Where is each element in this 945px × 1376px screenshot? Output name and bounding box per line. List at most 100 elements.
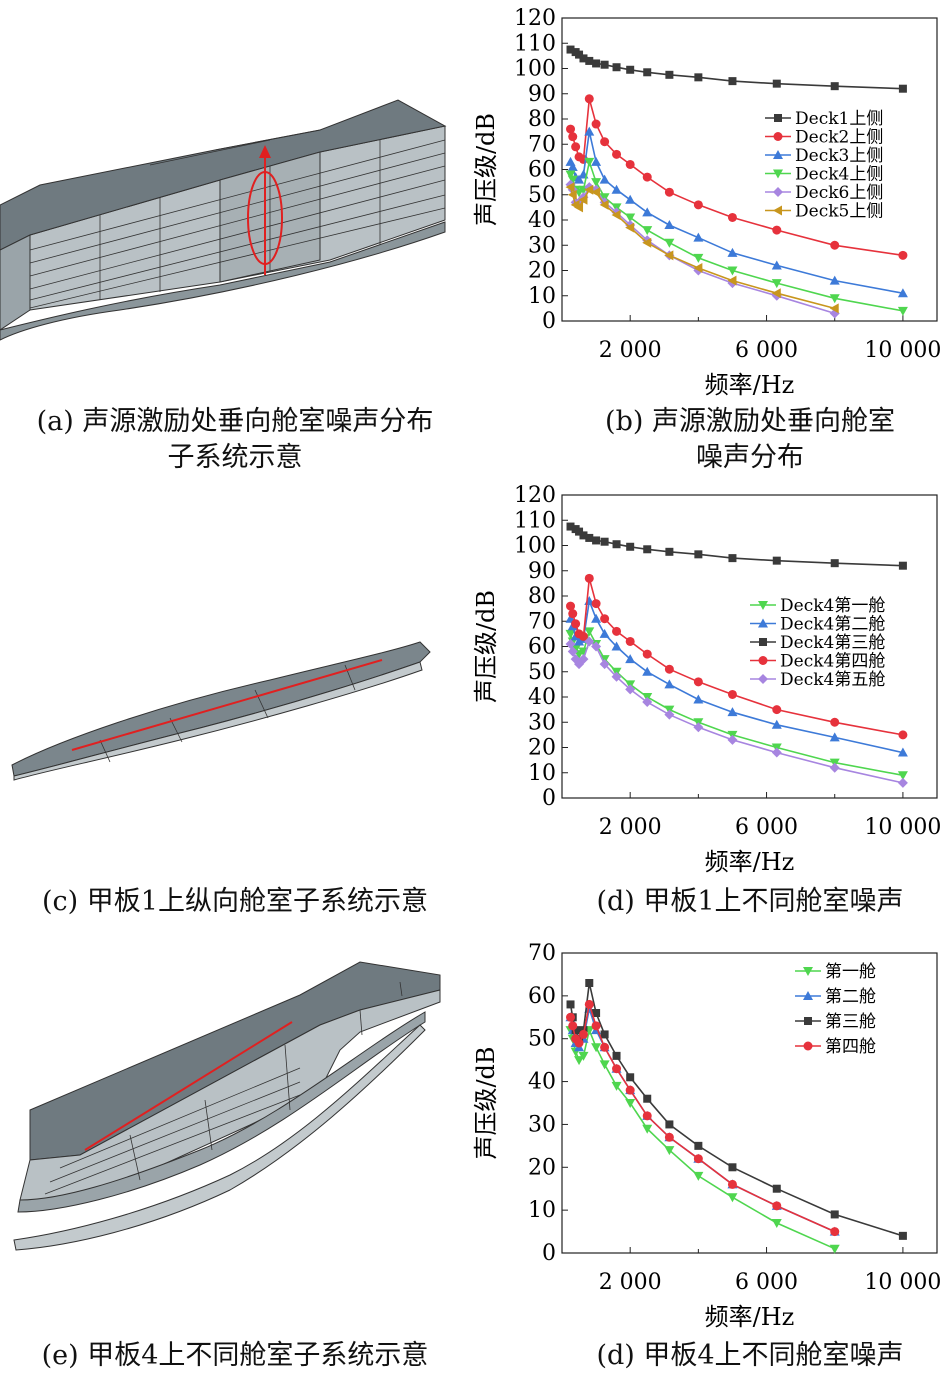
legend-marker <box>773 169 783 179</box>
y-tick-label: 0 <box>542 1241 556 1266</box>
x-tick-label: 2 000 <box>599 338 662 363</box>
data-point <box>642 697 653 708</box>
data-point <box>625 654 636 664</box>
data-point <box>829 303 839 314</box>
legend-label: Deck5上侧 <box>795 202 883 222</box>
y-tick-label: 60 <box>528 984 556 1009</box>
data-point <box>728 1163 737 1172</box>
data-point <box>898 561 907 570</box>
data-point <box>585 56 594 65</box>
caption-c-line1: (c) 甲板1上纵向舱室子系统示意 <box>42 886 428 917</box>
hull-c-side <box>13 661 423 781</box>
data-point <box>585 979 594 987</box>
y-tick-label: 50 <box>528 660 556 685</box>
hull-e-bottom <box>17 1011 426 1213</box>
data-point <box>571 1026 580 1035</box>
data-point <box>625 1085 635 1095</box>
caption-b-line2: 噪声分布 <box>696 442 804 473</box>
data-point <box>898 84 907 93</box>
data-point <box>578 1029 588 1039</box>
data-point <box>626 542 635 551</box>
data-point <box>898 250 908 260</box>
data-point <box>584 573 594 583</box>
data-point <box>566 45 575 54</box>
series-1 <box>566 45 907 93</box>
data-point <box>567 189 577 200</box>
data-point <box>772 79 781 88</box>
data-point <box>567 161 578 171</box>
data-point <box>566 124 576 134</box>
data-point <box>897 306 908 316</box>
data-point <box>567 175 578 185</box>
caption-c: (c) 甲板1上纵向舱室子系统示意 <box>0 884 470 920</box>
x-tick-label: 10 000 <box>864 1270 941 1295</box>
data-point <box>694 73 703 82</box>
data-point <box>599 659 610 670</box>
y-axis-label: 声压级/dB <box>472 1046 500 1159</box>
data-point <box>693 677 703 687</box>
legend-marker <box>804 1017 812 1025</box>
data-point <box>600 1042 610 1052</box>
data-point <box>694 550 703 559</box>
data-point <box>612 1064 622 1074</box>
data-point <box>611 184 622 194</box>
x-tick-label: 6 000 <box>735 815 798 840</box>
y-tick-label: 90 <box>528 559 556 584</box>
data-point <box>771 1219 782 1228</box>
y-tick-label: 60 <box>528 635 556 660</box>
data-point <box>643 545 652 554</box>
caption-e: (e) 甲板4上不同舱室子系统示意 <box>0 1338 470 1374</box>
data-point <box>591 156 602 166</box>
data-point <box>664 709 675 720</box>
data-point <box>579 54 588 63</box>
x-axis-label: 频率/Hz <box>705 371 795 399</box>
data-point <box>625 684 636 695</box>
legend-marker <box>773 187 783 197</box>
data-point <box>642 237 652 248</box>
data-point <box>897 747 908 757</box>
data-point <box>728 554 737 563</box>
caption-f: (d) 甲板4上不同舱室噪声 <box>560 1338 940 1374</box>
data-point <box>599 174 610 184</box>
y-tick-label: 0 <box>542 786 556 811</box>
x-tick-label: 2 000 <box>599 1270 662 1295</box>
y-tick-label: 90 <box>528 82 556 107</box>
data-point <box>727 275 737 286</box>
y-tick-label: 50 <box>528 183 556 208</box>
data-point <box>642 666 653 676</box>
legend-marker <box>758 674 768 684</box>
data-point <box>829 275 840 285</box>
data-point <box>565 170 576 180</box>
data-point <box>568 609 578 619</box>
caption-d-line1: (d) 甲板1上不同舱室噪声 <box>596 886 904 917</box>
data-point <box>565 638 576 649</box>
data-point <box>693 1171 704 1181</box>
legend-marker <box>759 638 767 646</box>
series-4 <box>566 573 908 740</box>
data-point <box>574 636 585 646</box>
data-point <box>591 178 602 188</box>
data-point <box>897 288 908 298</box>
data-point <box>574 1056 585 1066</box>
data-point <box>611 641 622 651</box>
series-4 <box>565 157 908 316</box>
x-axis-label: 频率/Hz <box>705 1303 795 1331</box>
data-point <box>771 747 782 758</box>
y-tick-label: 110 <box>514 508 556 533</box>
y-tick-label: 40 <box>528 208 556 233</box>
data-point <box>897 771 908 781</box>
data-point <box>665 547 674 556</box>
data-point <box>771 279 782 289</box>
data-point <box>579 531 588 540</box>
legend-label: Deck4第一舱 <box>780 596 885 616</box>
y-tick-label: 20 <box>528 1155 556 1180</box>
data-point <box>830 240 840 250</box>
data-point <box>829 308 840 319</box>
y-tick-label: 20 <box>528 736 556 761</box>
data-point <box>591 1043 602 1053</box>
legend-label: Deck6上侧 <box>795 183 883 203</box>
data-point <box>727 689 737 699</box>
data-point <box>898 730 908 740</box>
data-point <box>578 1051 589 1061</box>
